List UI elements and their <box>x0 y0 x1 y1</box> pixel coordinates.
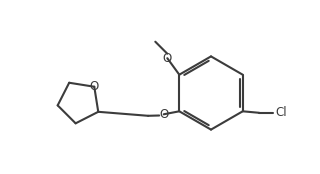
Text: Cl: Cl <box>276 106 287 119</box>
Text: O: O <box>90 80 99 93</box>
Text: O: O <box>159 108 168 121</box>
Text: O: O <box>163 52 172 65</box>
